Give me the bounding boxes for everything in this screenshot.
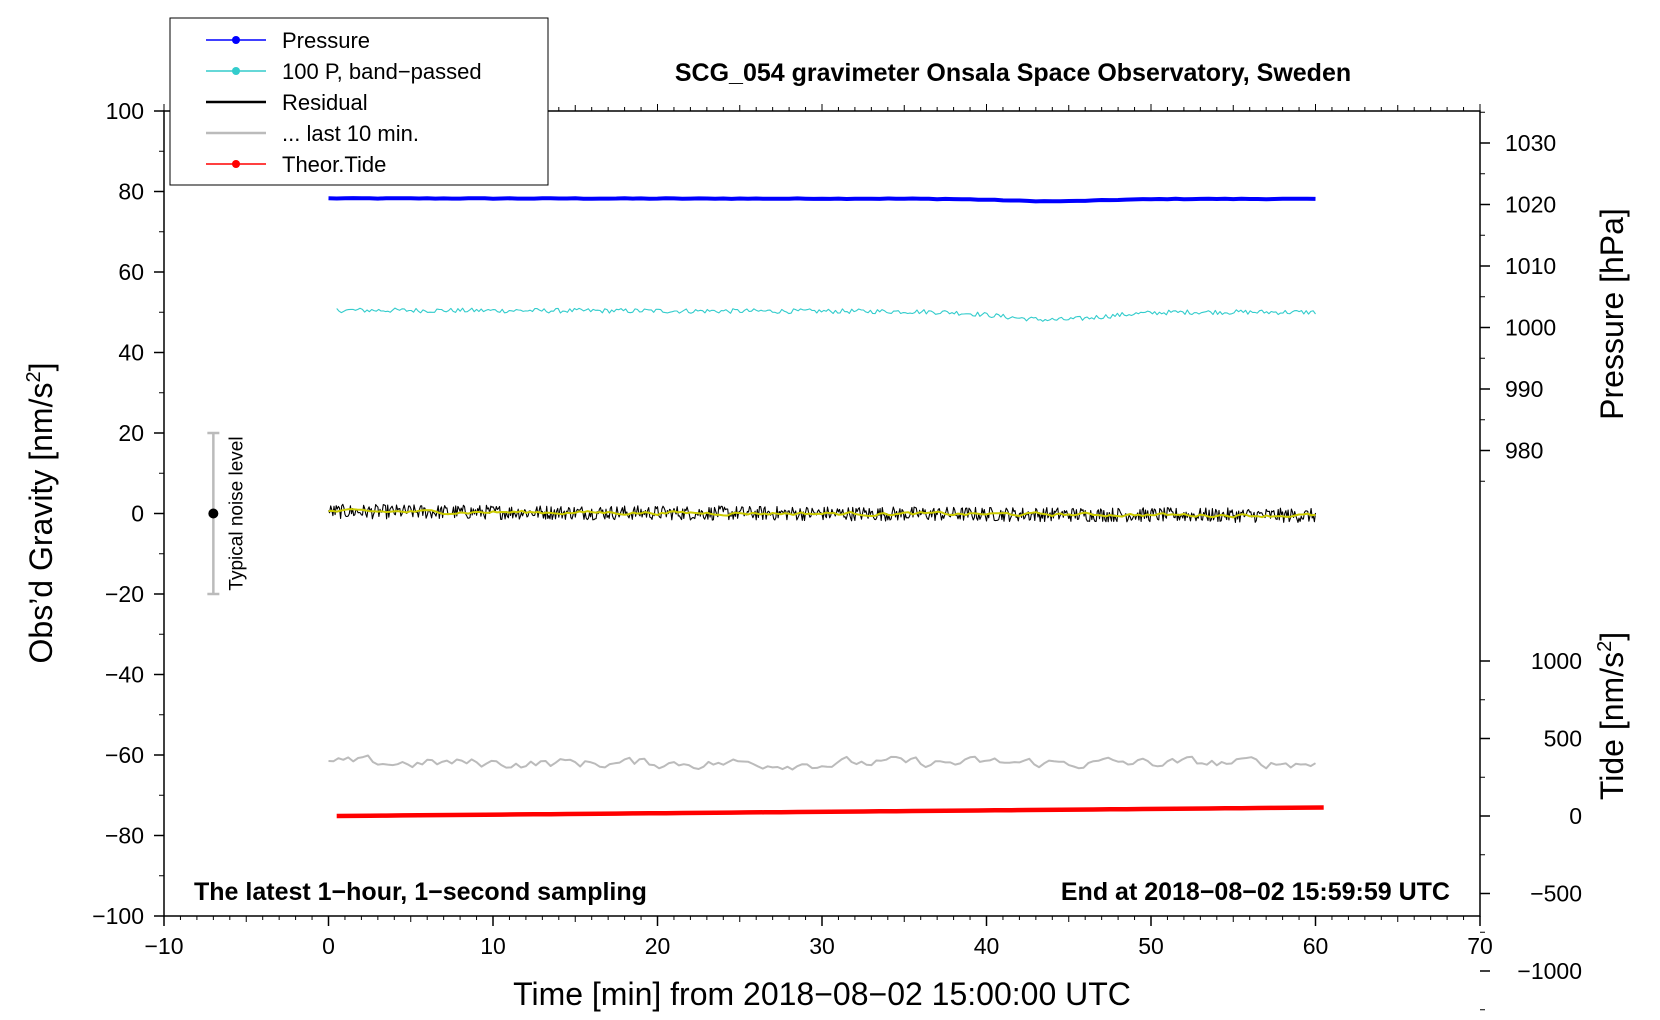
series-layer xyxy=(328,196,1324,819)
y-left-tick-label: 0 xyxy=(131,501,144,527)
y-left-tick-label: −40 xyxy=(105,662,144,688)
series-line-residual-smoothed xyxy=(328,508,1316,519)
y-left-tick-label: 20 xyxy=(118,420,144,446)
annotation-left: The latest 1−hour, 1−second sampling xyxy=(194,878,647,906)
y-left-tick-label: −80 xyxy=(105,823,144,849)
x-tick-label: 30 xyxy=(809,933,835,959)
chart-title: SCG_054 gravimeter Onsala Space Observat… xyxy=(675,59,1351,87)
y-left-axis-label: Obs’d Gravity [nm/s2] xyxy=(23,363,59,664)
legend-swatch-marker xyxy=(232,160,240,168)
y-tide-label-main: Tide [nm/s xyxy=(1594,652,1630,800)
legend-swatch-marker xyxy=(232,67,240,75)
x-tick-label: 40 xyxy=(974,933,1000,959)
noise-label: Typical noise level xyxy=(226,436,247,590)
y-left-tick-label: −60 xyxy=(105,742,144,768)
y-pressure-tick-label: 1020 xyxy=(1505,192,1556,218)
y-left-tick-label: 100 xyxy=(106,98,144,124)
legend-label: Residual xyxy=(282,90,368,115)
y-left-tick-label: −20 xyxy=(105,581,144,607)
y-tide-label-close: ] xyxy=(1594,632,1630,641)
y-pressure-tick-label: 1010 xyxy=(1505,253,1556,279)
legend-label: Theor.Tide xyxy=(282,152,386,177)
y-left-label-main: Obs’d Gravity [nm/s xyxy=(23,383,59,664)
y-tide-tick-label: −500 xyxy=(1530,881,1582,907)
y-left-label-sup: 2 xyxy=(23,371,45,382)
legend-label: 100 P, band−passed xyxy=(282,59,482,84)
legend-label: Pressure xyxy=(282,28,370,53)
y-pressure-axis-label: Pressure [hPa] xyxy=(1594,208,1630,420)
y-left-tick-label: 80 xyxy=(118,179,144,205)
x-tick-label: 0 xyxy=(322,933,335,959)
x-tick-label: 20 xyxy=(645,933,671,959)
y-pressure-tick-label: 980 xyxy=(1505,438,1543,464)
y-pressure-tick-label: 1030 xyxy=(1505,130,1556,156)
series-line-pressure xyxy=(328,196,1316,204)
y-left-axis: 100 80 60 40 20 0 −20 −40 −60 −80 −100 xyxy=(92,98,164,929)
x-axis-label: Time [min] from 2018−08−02 15:00:00 UTC xyxy=(513,976,1131,1012)
y-tide-axis-label: Tide [nm/s2] xyxy=(1594,632,1630,800)
noise-bar: Typical noise level xyxy=(207,431,247,596)
legend-swatch-marker xyxy=(232,36,240,44)
legend-label: ... last 10 min. xyxy=(282,121,419,146)
y-left-tick-label: −100 xyxy=(92,903,144,929)
x-tick-label: −10 xyxy=(144,933,183,959)
series-line-100-p-band-passed xyxy=(336,307,1316,322)
x-tick-label: 10 xyxy=(480,933,506,959)
y-left-tick-label: 60 xyxy=(118,259,144,285)
legend: Pressure 100 P, band−passed Residual ... la… xyxy=(169,17,549,186)
y-tide-label-sup: 2 xyxy=(1594,641,1616,652)
x-tick-label: 70 xyxy=(1467,933,1493,959)
y-tide-tick-label: 500 xyxy=(1544,726,1582,752)
y-left-label-close: ] xyxy=(23,363,59,372)
y-tide-tick-label: −1000 xyxy=(1517,958,1582,984)
y-left-tick-label: 40 xyxy=(118,340,144,366)
y-pressure-tick-label: 990 xyxy=(1505,376,1543,402)
annotation-right: End at 2018−08−02 15:59:59 UTC xyxy=(1061,878,1450,906)
x-tick-label: 50 xyxy=(1138,933,1164,959)
y-tide-tick-label: 1000 xyxy=(1531,648,1582,674)
x-axis: −10 0 10 20 30 40 50 60 70 xyxy=(144,104,1493,959)
series-line-last-10-min xyxy=(328,754,1317,771)
y-pressure-axis: 1030 1020 1010 1000 990 980 xyxy=(1480,111,1556,482)
x-tick-label: 60 xyxy=(1303,933,1329,959)
noise-bar-center-dot xyxy=(208,508,219,519)
series-line-theor-tide xyxy=(336,805,1324,819)
y-pressure-tick-label: 1000 xyxy=(1505,315,1556,341)
y-tide-tick-label: 0 xyxy=(1569,803,1582,829)
